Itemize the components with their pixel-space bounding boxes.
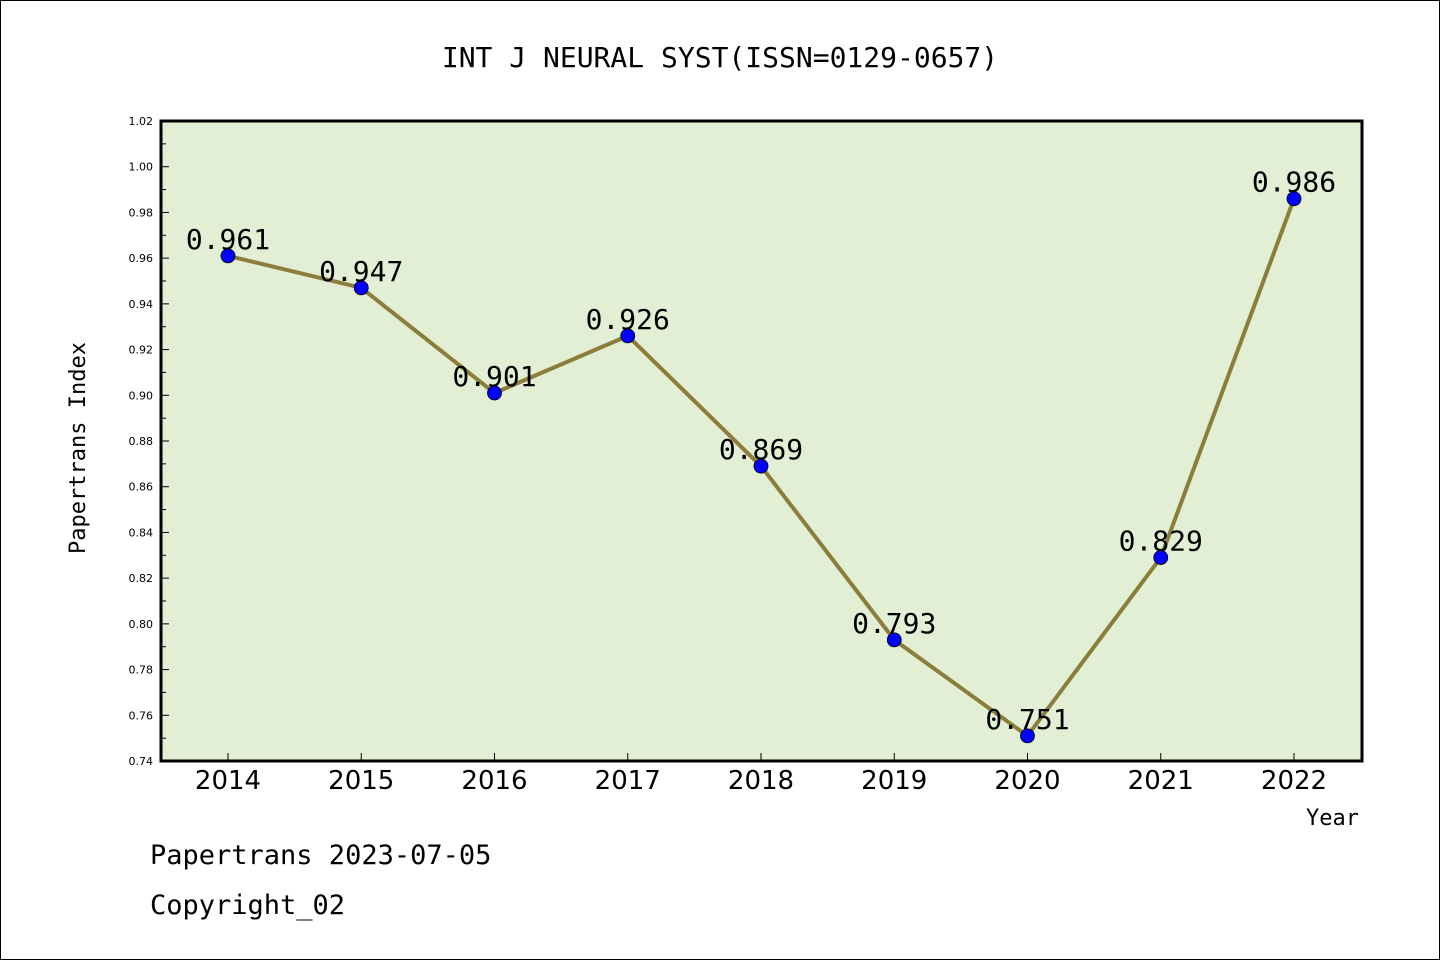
y-tick-label: 0.92: [129, 344, 154, 357]
data-label-2017: 0.926: [586, 303, 670, 336]
y-tick-label: 0.90: [129, 389, 154, 402]
data-label-2020: 0.751: [985, 703, 1069, 736]
y-tick-label: 0.80: [129, 618, 154, 631]
footer-date: Papertrans 2023-07-05: [150, 840, 491, 871]
y-tick-label: 0.74: [129, 755, 154, 768]
data-label-2015: 0.947: [319, 255, 403, 288]
y-tick-label: 0.94: [129, 298, 154, 311]
data-labels: 0.961 0.947 0.901 0.926 0.869 0.793 0.751 0.829…: [186, 166, 1336, 736]
data-label-2018: 0.869: [719, 433, 803, 466]
y-tick-label: 0.98: [129, 206, 154, 219]
data-point-2022: [1286, 191, 1302, 207]
x-tick-label: 2019: [861, 766, 927, 796]
series-line-group: [220, 191, 1302, 744]
data-point-2021: [1153, 550, 1169, 565]
y-tick-label: 1.00: [129, 161, 154, 174]
x-axis: 2014 2015 2016 2017 2018 2019 2020 2021 2022: [195, 753, 1327, 796]
y-tick-label: 0.88: [129, 435, 154, 448]
y-tick-label: 1.02: [129, 115, 154, 128]
x-tick-label: 2021: [1128, 766, 1194, 796]
y-tick-label: 0.78: [129, 664, 154, 677]
x-axis-label: Year: [1306, 806, 1359, 831]
x-tick-label: 2020: [994, 766, 1060, 796]
y-axis: 0.74 0.76 0.78 0.80 0.82 0.84 0.86 0.88 0.90 0.92…: [129, 115, 169, 768]
footer-copyright: Copyright_02: [150, 890, 345, 921]
y-tick-label: 0.86: [129, 481, 154, 494]
x-tick-label: 2016: [461, 766, 527, 796]
y-tick-label: 0.82: [129, 572, 154, 585]
data-point-2015: [353, 280, 369, 296]
x-tick-label: 2017: [595, 766, 661, 796]
data-label-2016: 0.901: [452, 360, 536, 393]
data-label-2022: 0.986: [1252, 166, 1336, 199]
chart-title: INT J NEURAL SYST(ISSN=0129-0657): [442, 41, 998, 74]
y-tick-label: 0.84: [129, 526, 154, 539]
y-tick-label: 0.76: [129, 709, 154, 722]
y-axis-label: Papertrans Index: [66, 342, 91, 554]
x-tick-label: 2018: [728, 766, 794, 796]
data-point-2017: [620, 328, 636, 344]
x-tick-label: 2015: [328, 766, 394, 796]
x-tick-label: 2022: [1261, 766, 1327, 796]
plot-area: [159, 119, 1364, 763]
data-point-2018: [753, 458, 769, 474]
y-tick-label: 0.96: [129, 252, 154, 265]
data-label-2019: 0.793: [852, 607, 936, 640]
data-label-2014: 0.961: [186, 223, 270, 256]
x-tick-label: 2014: [195, 766, 261, 796]
data-point-2016: [487, 385, 502, 401]
data-point-2020: [1020, 728, 1035, 744]
data-point-2014: [220, 248, 236, 264]
data-label-2021: 0.829: [1119, 525, 1203, 558]
data-point-2019: [886, 632, 902, 648]
